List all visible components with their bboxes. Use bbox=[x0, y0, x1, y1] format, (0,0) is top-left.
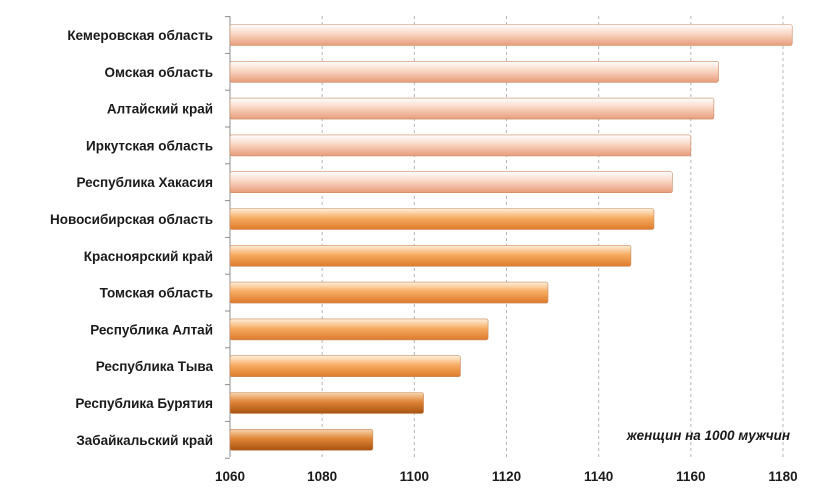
unit-label: женщин на 1000 мужчин bbox=[626, 428, 790, 443]
category-label: Республика Хакасия bbox=[76, 175, 213, 190]
grid-lines bbox=[225, 16, 784, 459]
x-tick-label: 1180 bbox=[768, 469, 797, 484]
category-label: Республика Тыва bbox=[96, 359, 214, 374]
bar bbox=[229, 318, 489, 341]
x-tick-label: 1080 bbox=[307, 469, 337, 484]
category-label: Красноярский край bbox=[84, 249, 213, 264]
category-label: Республика Бурятия bbox=[75, 396, 213, 411]
x-tick-label: 1100 bbox=[400, 469, 429, 484]
bar bbox=[229, 355, 461, 378]
bar bbox=[229, 428, 374, 451]
bar bbox=[229, 392, 424, 414]
bar bbox=[229, 24, 793, 46]
category-label: Забайкальский край bbox=[76, 433, 213, 448]
category-label: Алтайский край bbox=[107, 102, 213, 117]
category-labels: Кемеровская область Омская область Алтайск… bbox=[50, 28, 214, 448]
bar bbox=[229, 60, 719, 83]
x-tick-labels: 1060 1080 1100 1120 1140 1160 1180 bbox=[215, 469, 798, 484]
x-tick-label: 1140 bbox=[584, 469, 613, 484]
bar bbox=[229, 208, 655, 230]
category-label: Иркутская область bbox=[86, 138, 213, 153]
category-label: Кемеровская область bbox=[67, 28, 213, 43]
x-tick-label: 1160 bbox=[676, 469, 705, 484]
bar bbox=[229, 134, 692, 157]
bar bbox=[229, 171, 673, 193]
bar bbox=[229, 245, 632, 267]
bar bbox=[229, 97, 715, 120]
category-label: Омская область bbox=[105, 65, 213, 80]
category-label: Республика Алтай bbox=[90, 322, 213, 337]
bars bbox=[229, 24, 793, 451]
category-label: Томская область bbox=[100, 286, 213, 301]
bar bbox=[229, 281, 549, 304]
category-label: Новосибирская область bbox=[50, 212, 213, 227]
x-tick-label: 1060 bbox=[215, 469, 245, 484]
x-tick-label: 1120 bbox=[492, 469, 521, 484]
